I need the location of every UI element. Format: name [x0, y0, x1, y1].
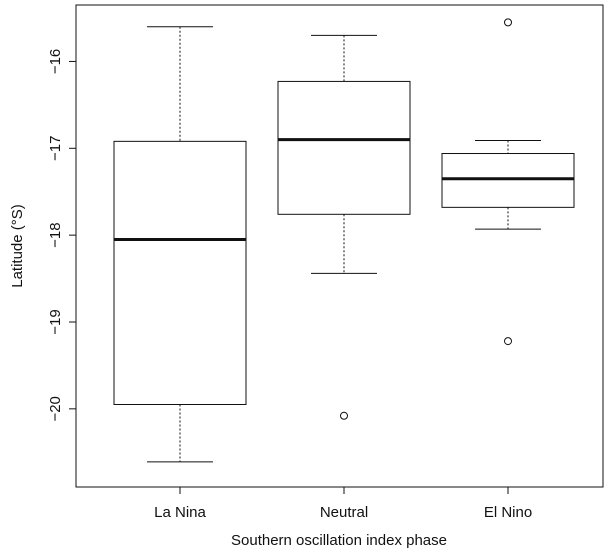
x-tick-label: El Nino	[484, 504, 532, 521]
y-tick-label: −18	[47, 222, 64, 247]
iqr-box	[277, 80, 411, 215]
y-tick-label: −19	[47, 309, 64, 334]
iqr-box	[441, 153, 575, 208]
y-tick-label: −16	[47, 49, 64, 74]
x-tick-label: Neutral	[320, 504, 368, 521]
box-group	[113, 26, 247, 463]
y-tick-label: −20	[47, 396, 64, 421]
iqr-box	[113, 140, 247, 405]
outlier-point	[340, 411, 348, 420]
x-tick-label: La Nina	[154, 504, 206, 521]
plot-frame	[75, 4, 604, 488]
outlier-point	[504, 18, 512, 27]
y-axis-label: Latitude (°S)	[9, 204, 26, 288]
box-group	[441, 18, 575, 346]
x-axis-label: Southern oscillation index phase	[231, 532, 447, 549]
y-tick-label: −17	[47, 136, 64, 161]
y-axis: −16 −17 −18 −19 −20	[47, 49, 76, 422]
boxes-layer	[113, 18, 575, 463]
x-axis: La Nina Neutral El Nino	[154, 487, 532, 521]
outlier-point	[504, 337, 512, 346]
box-group	[277, 34, 411, 420]
